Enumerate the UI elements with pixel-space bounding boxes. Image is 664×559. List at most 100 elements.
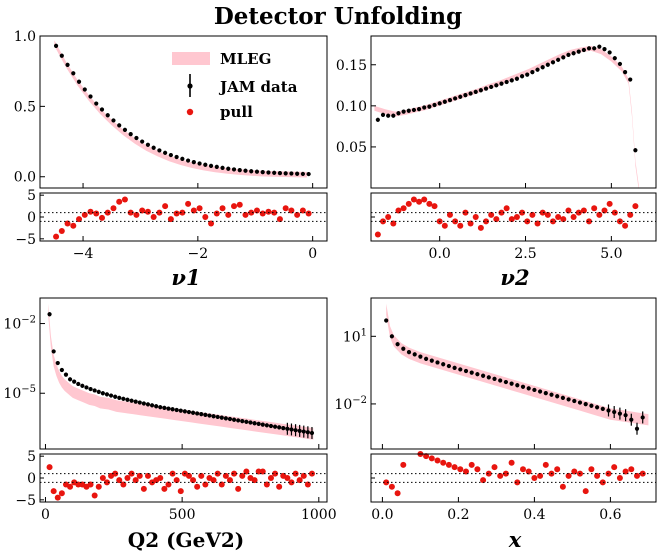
pull-point — [292, 470, 299, 477]
data-point — [600, 406, 605, 411]
data-point — [633, 148, 638, 153]
legend: MLEG JAM data pull — [172, 50, 298, 121]
pull-ytick-label: −5 — [15, 493, 36, 509]
pull-point — [544, 211, 551, 218]
data-point — [105, 113, 110, 118]
data-point — [121, 396, 126, 401]
pull-point — [405, 200, 412, 207]
data-point — [389, 334, 394, 339]
pull-point — [190, 477, 197, 484]
data-point — [100, 391, 105, 396]
data-point — [640, 415, 645, 420]
data-point — [268, 423, 274, 429]
data-point — [503, 379, 508, 385]
pull-point — [431, 203, 438, 210]
pull-point — [491, 464, 498, 471]
pull-point — [410, 196, 417, 203]
xlabel-x: x — [508, 527, 522, 552]
pull-point — [87, 481, 94, 488]
xlabel-nu2-symbol: ν2 — [500, 265, 529, 290]
data-point — [227, 416, 233, 422]
data-point — [55, 360, 60, 366]
main-frame-q2 — [39, 297, 328, 450]
xtick-label: 0.6 — [599, 507, 621, 523]
pull-point — [132, 477, 139, 484]
data-point — [492, 376, 497, 382]
data-point — [572, 398, 577, 404]
pull-point — [81, 211, 88, 218]
pull-point — [606, 200, 613, 207]
data-point — [199, 412, 204, 417]
pull-point — [467, 220, 474, 227]
ytick-label: 1.0 — [14, 29, 36, 45]
pull-point — [594, 472, 601, 479]
data-point — [458, 94, 463, 99]
pull-point — [513, 214, 520, 220]
data-point — [550, 60, 556, 65]
data-point — [384, 318, 389, 323]
data-point — [137, 400, 142, 405]
pull-point — [162, 203, 169, 210]
panel-nu1: 0.0 0.5 1.0 −5 0 5 −4 −2 0 — [14, 29, 328, 262]
data-point — [162, 405, 167, 410]
xlabel-x-text: x — [508, 527, 522, 552]
data-point — [401, 346, 406, 351]
data-point — [197, 161, 202, 166]
pull-point — [472, 214, 479, 220]
data-point — [418, 354, 423, 359]
pull-point — [571, 468, 578, 475]
data-point — [125, 397, 130, 402]
data-point — [447, 97, 453, 103]
data-point — [244, 419, 249, 424]
data-point — [545, 62, 550, 67]
data-point — [289, 171, 294, 176]
data-point — [442, 99, 447, 104]
data-point — [617, 411, 623, 416]
legend-pull-marker — [186, 108, 194, 116]
data-point — [289, 427, 294, 432]
data-point — [285, 426, 290, 431]
data-point — [486, 375, 491, 380]
pull-point — [46, 464, 53, 471]
data-point — [576, 49, 581, 54]
data-point — [80, 383, 85, 388]
pull-point — [173, 210, 180, 217]
data-point — [526, 386, 531, 391]
pull-point — [116, 198, 123, 205]
data-point — [51, 349, 56, 354]
data-point — [306, 171, 311, 177]
pull-point — [477, 224, 484, 231]
pull-point — [202, 481, 209, 488]
data-point — [556, 57, 561, 62]
data-point — [157, 148, 162, 153]
pull-point — [294, 211, 301, 218]
pull-point — [194, 483, 201, 490]
data-point — [154, 404, 159, 409]
pull-point — [179, 209, 186, 216]
data-point — [240, 419, 245, 424]
pull-point — [400, 205, 407, 212]
pull-point — [288, 479, 295, 486]
data-point — [437, 101, 442, 106]
data-point — [549, 392, 554, 397]
panel-nu2: 0.05 0.10 0.15 0.0 2.5 5.0 — [336, 35, 657, 262]
pull-point — [428, 455, 435, 462]
data-point — [185, 158, 191, 163]
data-point — [566, 397, 571, 402]
data-point — [226, 166, 231, 171]
data-point — [260, 422, 265, 427]
data-point — [555, 394, 560, 399]
data-point — [236, 418, 241, 423]
pull-point — [423, 453, 430, 460]
pull-point — [468, 461, 475, 468]
pull-point — [104, 209, 111, 216]
data-point — [623, 413, 628, 418]
data-point — [117, 395, 122, 400]
xtick-label: 5.0 — [600, 246, 622, 262]
data-point — [53, 43, 59, 48]
data-point — [178, 408, 183, 413]
data-point — [249, 169, 254, 174]
ytick-label-exponent: −2 — [352, 395, 367, 406]
pull-point — [150, 214, 157, 220]
pull-point — [76, 216, 83, 223]
